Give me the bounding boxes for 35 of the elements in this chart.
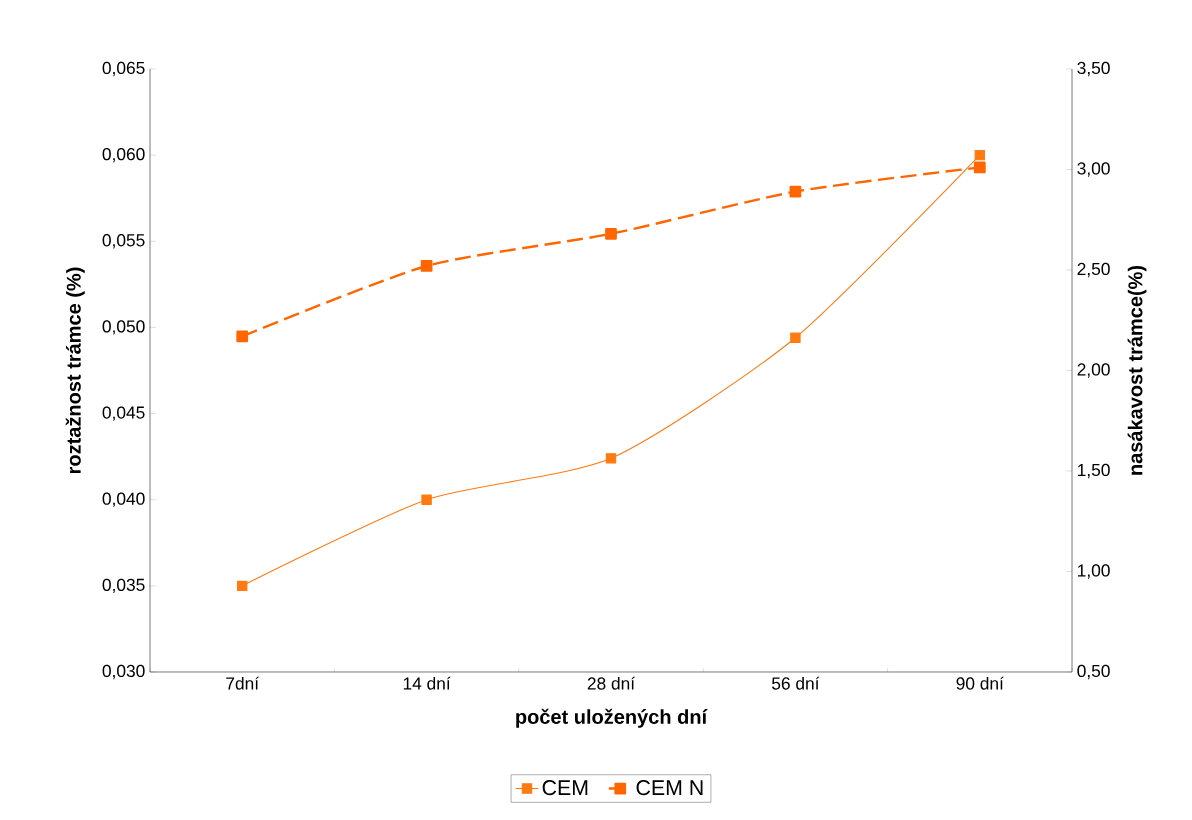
point (236, 330, 249, 343)
y2-tick-label: 1,50 (1078, 463, 1110, 479)
y-tick-label: 0,035 (102, 578, 145, 593)
y-tick-label: 0,060 (102, 147, 145, 163)
x-tick-label: 28 dní (587, 676, 636, 690)
point (790, 332, 801, 343)
point (605, 453, 617, 464)
y2-tick-label: 2,50 (1077, 262, 1110, 278)
y2-tick-label: 2,00 (1077, 363, 1110, 378)
point (973, 161, 986, 174)
x-tick-label: 56 dní (772, 676, 820, 690)
point (789, 185, 802, 198)
x-tick-label: 90 dní (956, 676, 1004, 690)
point (420, 260, 433, 272)
legend-label: CEM N (636, 780, 703, 796)
y-tick-label: 0,030 (102, 664, 145, 680)
legend-label: CEM (542, 780, 588, 796)
y2-tick-label: 3,50 (1077, 61, 1110, 77)
y2-tick-label: 3,00 (1077, 162, 1110, 177)
point (974, 149, 986, 161)
y-tick-label: 0,065 (102, 61, 145, 77)
y-tick-label: 0,040 (102, 492, 145, 507)
point (237, 580, 248, 592)
point (605, 227, 617, 240)
x-axis-title: počet uložených dní (516, 708, 708, 728)
x-tick-label: 14 dní (403, 676, 451, 690)
point (421, 494, 432, 505)
y2-tick-label: 0,50 (1077, 664, 1110, 680)
y-tick-label: 0,045 (102, 406, 145, 421)
y-tick-label: 0,050 (102, 320, 145, 335)
y-axis-title: roztažnost trámce (%) (65, 267, 85, 474)
x-tick-label: 7dní (226, 676, 259, 690)
y2-axis-title: nasákavost trámce(%) (1127, 265, 1147, 475)
y-tick-label: 0,055 (102, 234, 145, 249)
y2-tick-label: 1,00 (1078, 564, 1110, 579)
